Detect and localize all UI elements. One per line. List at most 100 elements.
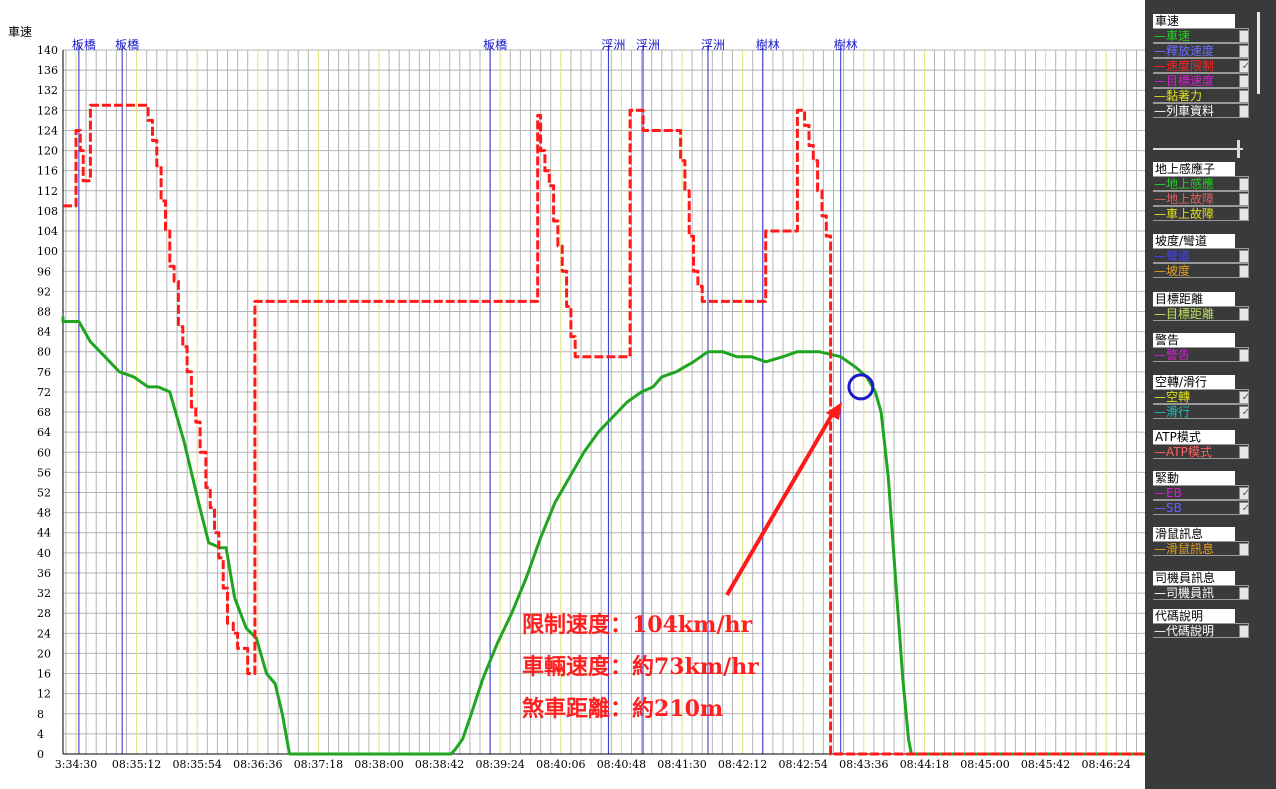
legend-checkbox[interactable] xyxy=(1239,349,1248,361)
legend-checkbox[interactable] xyxy=(1239,105,1248,117)
legend-item[interactable]: —彎道 xyxy=(1153,248,1249,263)
legend-checkbox[interactable]: ✓ xyxy=(1239,60,1248,72)
legend-item[interactable]: —滑鼠訊息 xyxy=(1153,541,1249,556)
y-tick-label: 36 xyxy=(37,567,51,580)
legend-checkbox[interactable] xyxy=(1239,587,1248,599)
legend-item[interactable]: —地上感應 xyxy=(1153,176,1249,191)
legend-item-label: —ATP模式 xyxy=(1154,445,1212,459)
legend-checkbox[interactable] xyxy=(1239,75,1248,87)
y-tick-label: 108 xyxy=(37,205,58,218)
slider-thumb[interactable] xyxy=(1237,140,1240,158)
x-tick-label: 08:42:54 xyxy=(778,758,827,771)
legend-checkbox[interactable]: ✓ xyxy=(1239,487,1248,499)
marker-circle xyxy=(847,373,875,401)
legend-item[interactable]: —ATP模式 xyxy=(1153,444,1249,459)
station-label: 板橋 xyxy=(115,38,139,52)
y-tick-label: 68 xyxy=(37,406,51,419)
legend-item-label: —滑鼠訊息 xyxy=(1154,542,1215,556)
legend-checkbox[interactable] xyxy=(1239,250,1248,262)
y-tick-label: 140 xyxy=(37,44,58,57)
x-tick-label: 08:42:12 xyxy=(718,758,767,771)
y-tick-label: 132 xyxy=(37,84,58,97)
legend-group-title: 代碼說明 xyxy=(1153,609,1235,623)
y-tick-label: 52 xyxy=(37,487,51,500)
annotation-group: 車速 限制速度：104km/hr 車輛速度：約73km/hr 煞車距離：約210… xyxy=(8,25,875,722)
station-label: 浮洲 xyxy=(636,38,660,52)
legend-checkbox[interactable]: ✓ xyxy=(1239,502,1248,514)
x-tick-label: 08:43:36 xyxy=(839,758,888,771)
legend-item[interactable]: —列車資料 xyxy=(1153,103,1249,118)
legend-item[interactable]: —警告 xyxy=(1153,347,1249,362)
y-tick-label: 0 xyxy=(37,748,44,761)
x-tick-label: 08:35:12 xyxy=(112,758,161,771)
legend-item[interactable]: —黏著力 xyxy=(1153,88,1249,103)
legend-item[interactable]: —空轉 ✓ xyxy=(1153,389,1249,404)
legend-item[interactable]: —司機員訊 xyxy=(1153,585,1249,600)
legend-checkbox[interactable] xyxy=(1239,90,1248,102)
legend-item[interactable]: —SB ✓ xyxy=(1153,500,1249,515)
x-tick-label: 08:39:24 xyxy=(475,758,524,771)
station-label: 樹林 xyxy=(756,38,780,52)
panel-scrollbar[interactable] xyxy=(1257,12,1260,94)
legend-item[interactable]: —代碼說明 xyxy=(1153,623,1249,638)
annotation-braking-distance: 煞車距離：約210m xyxy=(522,696,723,722)
y-tick-label: 56 xyxy=(37,466,51,479)
x-tick-label: 08:44:18 xyxy=(900,758,949,771)
x-tick-label: 08:45:42 xyxy=(1021,758,1070,771)
legend-item[interactable]: —EB ✓ xyxy=(1153,485,1249,500)
legend-checkbox[interactable] xyxy=(1239,208,1248,220)
legend-item-label: —代碼說明 xyxy=(1154,624,1215,638)
legend-item[interactable]: —速度限制 ✓ xyxy=(1153,58,1249,73)
legend-checkbox[interactable] xyxy=(1239,193,1248,205)
legend-item[interactable]: —目標距離 xyxy=(1153,306,1249,321)
legend-group-title: 警告 xyxy=(1153,333,1235,347)
annotation-arrow-line xyxy=(725,411,835,597)
legend-group: 滑鼠訊息 —滑鼠訊息 xyxy=(1153,527,1268,556)
y-tick-label: 100 xyxy=(37,245,58,258)
legend-group-title: 坡度/彎道 xyxy=(1153,234,1235,248)
y-tick-label: 44 xyxy=(37,527,51,540)
legend-checkbox[interactable] xyxy=(1239,625,1248,637)
legend-checkbox[interactable] xyxy=(1239,543,1248,555)
legend-item[interactable]: —目標速度 xyxy=(1153,73,1249,88)
y-tick-label: 32 xyxy=(37,587,51,600)
y-tick-label: 28 xyxy=(37,607,51,620)
legend-item[interactable]: —地上故障 xyxy=(1153,191,1249,206)
x-tick-label: 3:34:30 xyxy=(55,758,97,771)
legend-item-label: —目標速度 xyxy=(1154,74,1215,88)
legend-item[interactable]: —車上故障 xyxy=(1153,206,1249,221)
legend-checkbox[interactable] xyxy=(1239,45,1248,57)
legend-group: ATP模式 —ATP模式 xyxy=(1153,430,1268,459)
legend-item-label: —地上感應 xyxy=(1154,177,1215,191)
y-tick-label: 112 xyxy=(37,185,58,198)
legend-item-label: —彎道 xyxy=(1154,249,1191,263)
legend-checkbox[interactable] xyxy=(1239,178,1248,190)
station-label: 板橋 xyxy=(72,38,96,52)
legend-item-label: —坡度 xyxy=(1154,264,1191,278)
legend-item[interactable]: —車速 xyxy=(1153,28,1249,43)
legend-checkbox[interactable] xyxy=(1239,265,1248,277)
legend-group: 代碼說明 —代碼說明 xyxy=(1153,609,1268,638)
x-tick-label: 08:38:00 xyxy=(354,758,403,771)
legend-group: 地上感應子 —地上感應 —地上故障 —車上故障 xyxy=(1153,162,1268,221)
legend-item-label: —車上故障 xyxy=(1154,207,1215,221)
legend-checkbox[interactable]: ✓ xyxy=(1239,391,1248,403)
y-tick-label: 4 xyxy=(37,728,44,741)
legend-checkbox[interactable] xyxy=(1239,446,1248,458)
annotation-vehicle-speed: 車輛速度：約73km/hr xyxy=(522,654,759,680)
chart-grid xyxy=(63,49,1145,755)
legend-item-label: —空轉 xyxy=(1154,390,1191,404)
legend-checkbox[interactable]: ✓ xyxy=(1239,406,1248,418)
legend-item[interactable]: —釋放速度 xyxy=(1153,43,1249,58)
legend-panel: 車速—車速—釋放速度—速度限制 ✓ —目標速度—黏著力—列車資料地上感應子—地上感應… xyxy=(1145,0,1276,789)
legend-checkbox[interactable] xyxy=(1239,30,1248,42)
legend-item[interactable]: —滑行 ✓ xyxy=(1153,404,1249,419)
y-tick-label: 20 xyxy=(37,647,51,660)
legend-checkbox[interactable] xyxy=(1239,308,1248,320)
legend-item[interactable]: —坡度 xyxy=(1153,263,1249,278)
series-vehicle-speed xyxy=(61,316,1145,756)
x-tick-label: 08:36:36 xyxy=(233,758,282,771)
slider-track[interactable] xyxy=(1153,148,1243,150)
legend-group: 警告 —警告 xyxy=(1153,333,1268,362)
x-tick-label: 08:46:24 xyxy=(1081,758,1130,771)
